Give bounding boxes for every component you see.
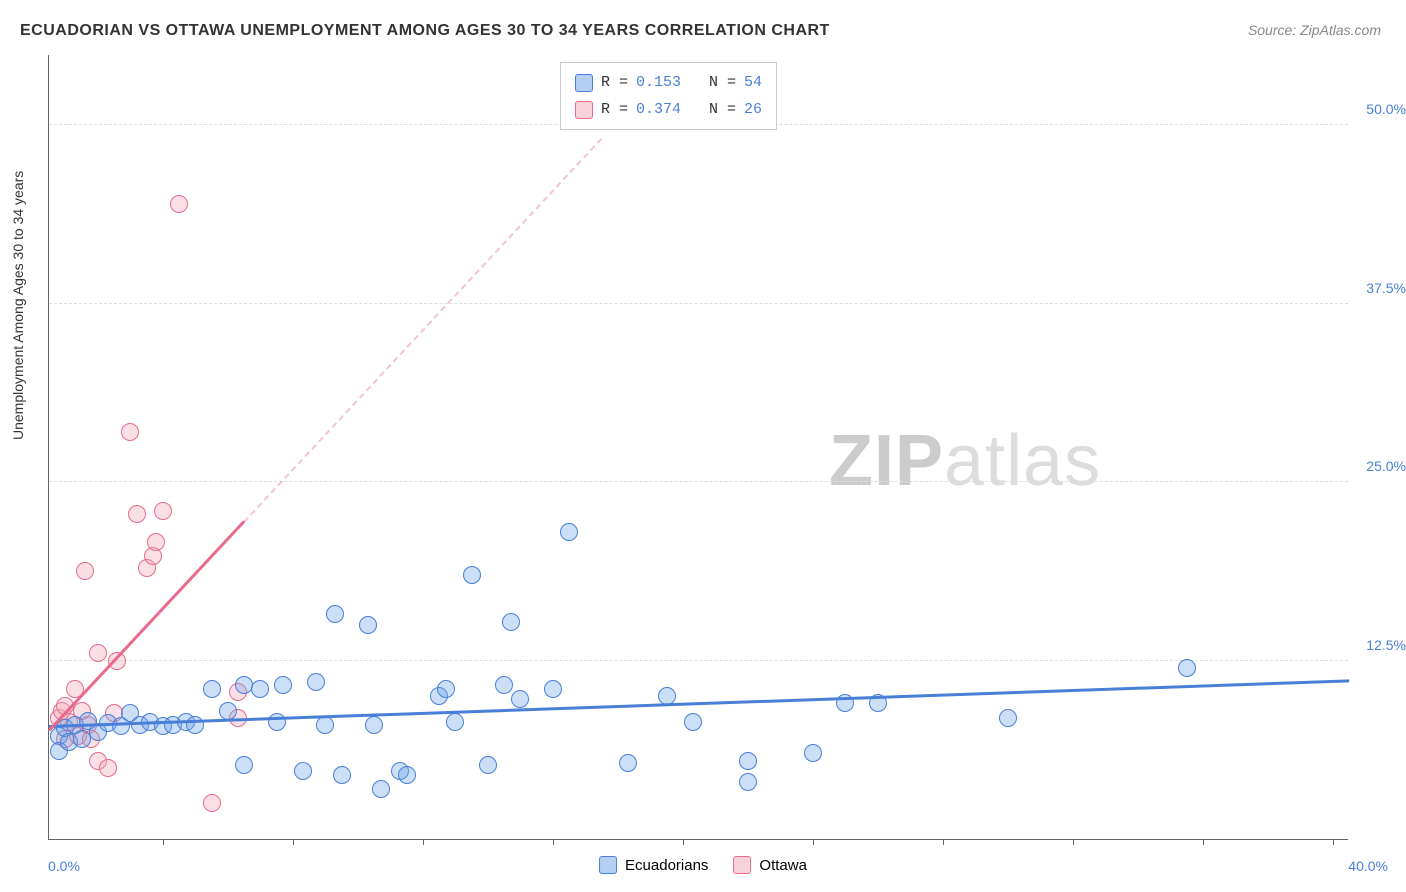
x-axis-min: 0.0%	[48, 858, 80, 874]
y-tick-label: 25.0%	[1366, 458, 1406, 474]
stats-r-value: 0.153	[636, 69, 681, 96]
stats-swatch	[575, 101, 593, 119]
stats-n-value: 54	[744, 69, 762, 96]
legend-swatch	[599, 856, 617, 874]
scatter-point	[154, 502, 172, 520]
legend-label: Ecuadorians	[625, 857, 708, 874]
scatter-point	[365, 716, 383, 734]
x-tick-mark	[163, 839, 164, 845]
scatter-point	[89, 644, 107, 662]
scatter-point	[147, 533, 165, 551]
scatter-point	[684, 713, 702, 731]
stats-n-label: N =	[709, 96, 736, 123]
scatter-point	[121, 423, 139, 441]
stats-n-value: 26	[744, 96, 762, 123]
scatter-point	[544, 680, 562, 698]
legend-swatch	[733, 856, 751, 874]
gridline	[49, 481, 1348, 482]
scatter-point	[219, 702, 237, 720]
stats-box: R = 0.153 N = 54 R = 0.374 N = 26	[560, 62, 777, 130]
y-tick-label: 50.0%	[1366, 101, 1406, 117]
scatter-point	[398, 766, 416, 784]
gridline	[49, 303, 1348, 304]
stats-row: R = 0.374 N = 26	[575, 96, 762, 123]
stats-swatch	[575, 74, 593, 92]
scatter-point	[170, 195, 188, 213]
gridline	[49, 660, 1348, 661]
scatter-point	[186, 716, 204, 734]
scatter-point	[203, 680, 221, 698]
source-label: Source: ZipAtlas.com	[1248, 22, 1381, 38]
scatter-point	[739, 752, 757, 770]
y-tick-label: 37.5%	[1366, 280, 1406, 296]
stats-n-label: N =	[709, 69, 736, 96]
x-tick-mark	[423, 839, 424, 845]
scatter-point	[307, 673, 325, 691]
scatter-point	[235, 756, 253, 774]
scatter-point	[76, 562, 94, 580]
scatter-point	[804, 744, 822, 762]
x-tick-mark	[813, 839, 814, 845]
scatter-point	[316, 716, 334, 734]
y-tick-label: 12.5%	[1366, 637, 1406, 653]
watermark: ZIPatlas	[829, 420, 1101, 502]
scatter-point	[359, 616, 377, 634]
scatter-point	[502, 613, 520, 631]
scatter-point	[235, 676, 253, 694]
x-tick-mark	[683, 839, 684, 845]
scatter-point	[479, 756, 497, 774]
y-axis-label: Unemployment Among Ages 30 to 34 years	[10, 171, 26, 440]
scatter-point	[333, 766, 351, 784]
scatter-point	[294, 762, 312, 780]
stats-r-label: R =	[601, 69, 628, 96]
legend-item: Ottawa	[733, 856, 807, 874]
legend: Ecuadorians Ottawa	[599, 856, 807, 874]
scatter-point	[268, 713, 286, 731]
scatter-point	[437, 680, 455, 698]
scatter-point	[511, 690, 529, 708]
scatter-point	[128, 505, 146, 523]
x-tick-mark	[1073, 839, 1074, 845]
stats-r-label: R =	[601, 96, 628, 123]
scatter-point	[1178, 659, 1196, 677]
x-tick-mark	[1333, 839, 1334, 845]
plot-area: ZIPatlas 12.5%25.0%37.5%50.0%	[48, 55, 1348, 840]
x-tick-mark	[943, 839, 944, 845]
scatter-point	[99, 759, 117, 777]
x-tick-mark	[1203, 839, 1204, 845]
scatter-point	[999, 709, 1017, 727]
scatter-point	[326, 605, 344, 623]
scatter-point	[463, 566, 481, 584]
chart-title: ECUADORIAN VS OTTAWA UNEMPLOYMENT AMONG …	[20, 22, 830, 40]
scatter-point	[739, 773, 757, 791]
scatter-point	[495, 676, 513, 694]
x-axis-max: 40.0%	[1348, 858, 1388, 874]
trend-line	[243, 138, 602, 523]
scatter-point	[274, 676, 292, 694]
scatter-point	[560, 523, 578, 541]
scatter-point	[251, 680, 269, 698]
scatter-point	[619, 754, 637, 772]
legend-label: Ottawa	[759, 857, 807, 874]
stats-row: R = 0.153 N = 54	[575, 69, 762, 96]
legend-item: Ecuadorians	[599, 856, 708, 874]
scatter-point	[203, 794, 221, 812]
chart-container: ECUADORIAN VS OTTAWA UNEMPLOYMENT AMONG …	[0, 0, 1406, 892]
stats-r-value: 0.374	[636, 96, 681, 123]
x-tick-mark	[293, 839, 294, 845]
scatter-point	[372, 780, 390, 798]
scatter-point	[446, 713, 464, 731]
x-tick-mark	[553, 839, 554, 845]
